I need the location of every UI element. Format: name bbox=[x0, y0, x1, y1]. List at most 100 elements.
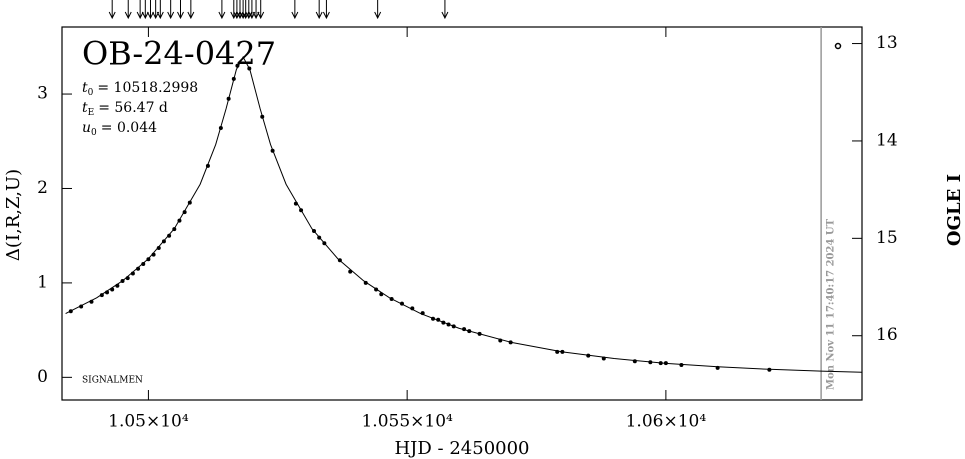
epoch-arrow bbox=[152, 0, 160, 20]
y-tick-label: 2 bbox=[37, 178, 48, 198]
data-point bbox=[260, 114, 265, 119]
param-symbol: t bbox=[82, 100, 88, 116]
data-point bbox=[99, 293, 104, 298]
data-point bbox=[110, 287, 115, 292]
param-subscript: E bbox=[88, 108, 95, 118]
data-point bbox=[167, 233, 172, 238]
data-point bbox=[410, 306, 415, 311]
data-point bbox=[663, 361, 668, 366]
data-point bbox=[182, 210, 187, 215]
data-point bbox=[363, 280, 368, 285]
epoch-arrow bbox=[147, 0, 154, 20]
x-tick-label: 1.05×10⁴ bbox=[108, 412, 189, 432]
data-point bbox=[299, 208, 304, 213]
data-point bbox=[151, 252, 156, 257]
x-tick-label: 1.055×10⁴ bbox=[361, 412, 453, 432]
data-point bbox=[679, 363, 684, 368]
epoch-arrow bbox=[252, 0, 260, 20]
data-point bbox=[436, 317, 441, 322]
epoch-arrow bbox=[291, 0, 299, 20]
epoch-arrow bbox=[177, 0, 184, 20]
data-point bbox=[105, 290, 110, 295]
epoch-arrow bbox=[136, 0, 144, 20]
y2-tick-label: 16 bbox=[876, 325, 898, 345]
data-point bbox=[379, 292, 384, 297]
y-tick-label: 0 bbox=[37, 367, 48, 387]
data-point bbox=[79, 304, 84, 309]
data-point bbox=[467, 329, 472, 334]
parameter: u0 = 0.044 bbox=[82, 120, 157, 138]
epoch-arrow bbox=[187, 0, 195, 20]
param-value: = 56.47 d bbox=[98, 100, 168, 116]
epoch-arrow bbox=[108, 0, 116, 20]
data-point bbox=[125, 276, 130, 281]
data-point bbox=[68, 309, 73, 314]
data-point bbox=[161, 239, 166, 244]
data-point bbox=[187, 200, 192, 205]
legend-symbol bbox=[834, 42, 842, 50]
data-point bbox=[156, 245, 161, 250]
epoch-arrow bbox=[322, 0, 330, 20]
data-point bbox=[322, 241, 327, 246]
data-point bbox=[658, 361, 663, 366]
data-point bbox=[586, 353, 591, 358]
epoch-arrow bbox=[124, 0, 132, 20]
data-point bbox=[420, 311, 425, 316]
param-subscript: 0 bbox=[88, 88, 94, 98]
data-point bbox=[767, 367, 772, 372]
data-point bbox=[205, 163, 210, 168]
param-subscript: 0 bbox=[91, 128, 97, 138]
param-symbol: u bbox=[82, 120, 91, 136]
model-curve bbox=[65, 55, 862, 373]
epoch-arrow bbox=[230, 0, 238, 20]
epoch-arrow bbox=[233, 0, 241, 20]
data-point bbox=[399, 301, 404, 306]
data-point bbox=[115, 283, 120, 288]
epoch-arrow bbox=[239, 0, 247, 20]
data-point bbox=[89, 299, 94, 304]
epoch-arrow bbox=[218, 0, 226, 20]
data-point bbox=[337, 258, 342, 263]
epoch-arrow bbox=[441, 0, 449, 20]
data-point bbox=[235, 63, 240, 68]
data-point bbox=[231, 76, 236, 81]
data-point bbox=[293, 201, 298, 206]
data-point bbox=[312, 228, 317, 233]
y2-tick-label: 15 bbox=[876, 228, 898, 248]
epoch-arrow bbox=[236, 0, 244, 20]
data-point bbox=[451, 324, 456, 329]
data-point bbox=[177, 218, 182, 223]
chart-title: OB-24-0427 bbox=[82, 35, 276, 73]
data-point bbox=[218, 126, 223, 131]
data-point bbox=[374, 287, 379, 292]
epoch-arrow bbox=[156, 0, 164, 20]
data-point bbox=[508, 340, 513, 345]
data-point bbox=[247, 66, 252, 71]
epoch-arrow bbox=[374, 0, 382, 20]
param-symbol: t bbox=[82, 80, 88, 96]
param-value: = 0.044 bbox=[101, 120, 157, 136]
y2-axis-label: OGLE I bbox=[944, 174, 965, 246]
data-point bbox=[431, 316, 436, 321]
y2-tick-label: 13 bbox=[876, 33, 898, 53]
data-point bbox=[120, 279, 125, 284]
data-point bbox=[648, 360, 653, 365]
data-point bbox=[317, 235, 322, 240]
epoch-arrow bbox=[141, 0, 149, 20]
data-point bbox=[632, 359, 637, 364]
data-point bbox=[141, 262, 146, 267]
data-point bbox=[498, 338, 503, 343]
y-tick-label: 1 bbox=[37, 272, 48, 292]
data-point bbox=[172, 227, 177, 232]
data-point bbox=[441, 320, 446, 325]
timestamp: Mon Nov 11 17:40:17 2024 UT bbox=[826, 218, 837, 390]
data-point bbox=[555, 349, 560, 354]
data-point bbox=[560, 349, 565, 354]
source-label: SIGNALMEN bbox=[82, 376, 143, 386]
data-point bbox=[136, 266, 141, 271]
y-axis-label: Δ(I,R,Z,U) bbox=[3, 169, 24, 261]
y2-tick-label: 14 bbox=[876, 130, 898, 150]
param-value: = 10518.2998 bbox=[97, 80, 198, 96]
data-point bbox=[146, 257, 151, 262]
